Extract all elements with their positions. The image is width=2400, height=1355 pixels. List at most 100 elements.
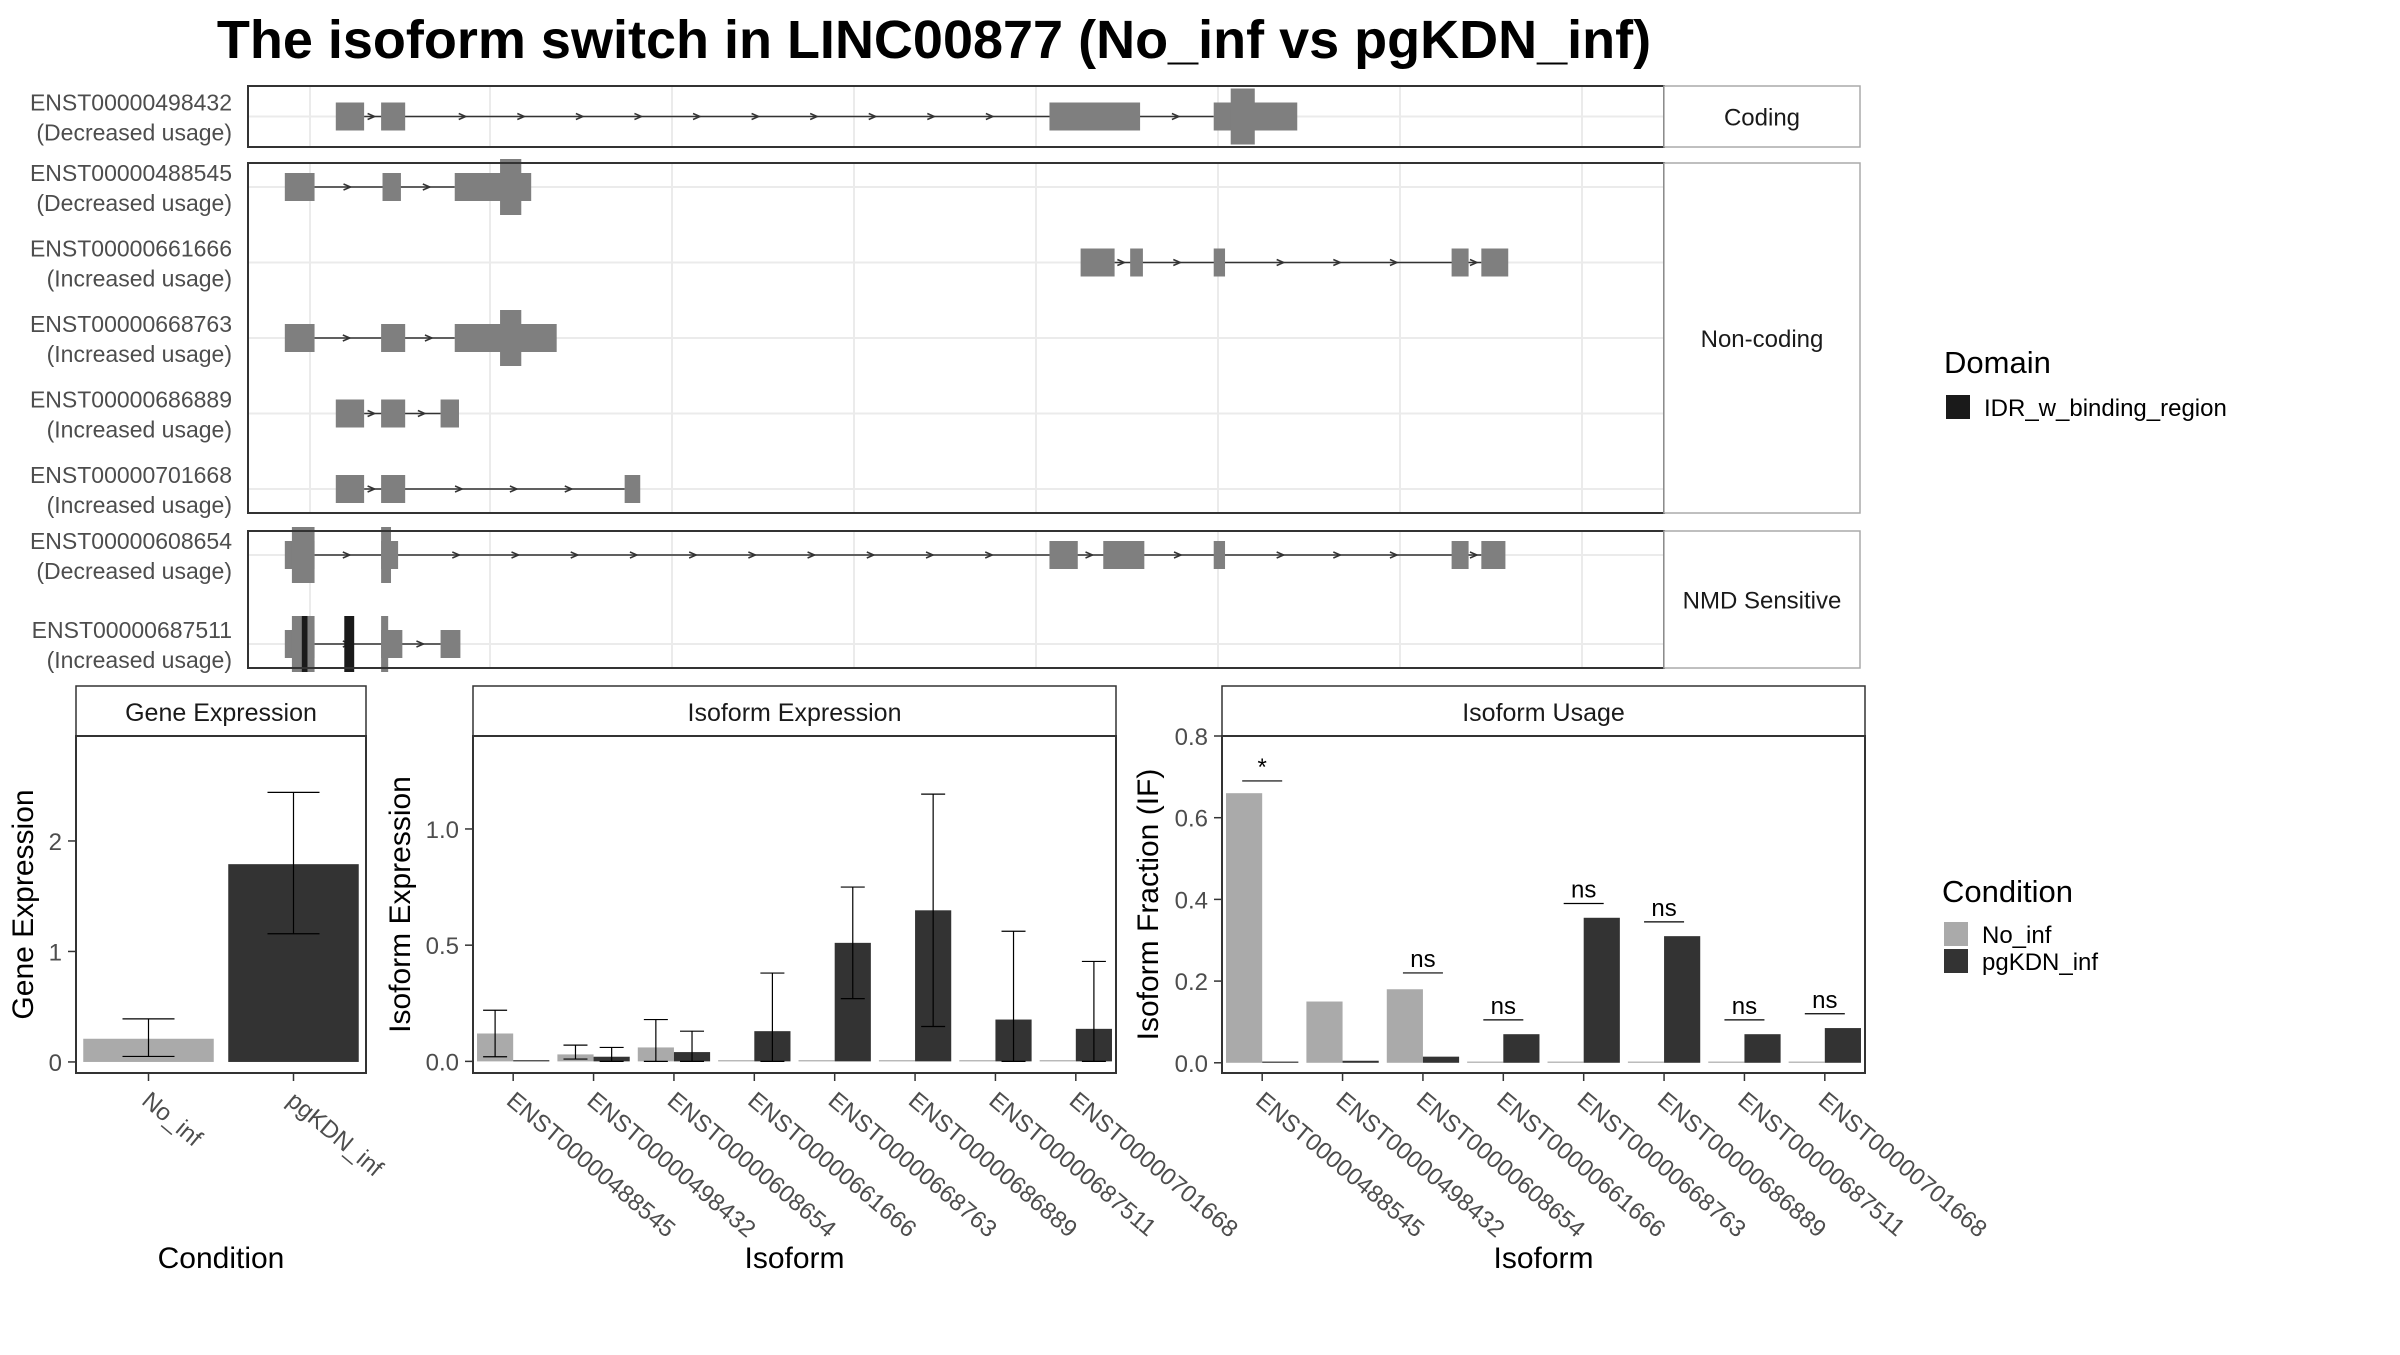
- bar: [1226, 793, 1263, 1063]
- exon-block: [1481, 541, 1506, 569]
- cds-block: [381, 527, 392, 583]
- group-strip: [1663, 162, 1861, 514]
- cds-block: [1230, 88, 1255, 145]
- bar: [1467, 1061, 1504, 1063]
- chart-title: Isoform Usage: [1462, 699, 1625, 727]
- intron-direction-arrow: [634, 112, 644, 121]
- significance-label: ns: [1651, 895, 1676, 922]
- intron-direction-arrow: [422, 183, 432, 191]
- y-tick-label: 2: [49, 829, 62, 856]
- cds-block: [500, 159, 522, 215]
- exon-block: [440, 399, 459, 428]
- tx-panel-bg-2: [248, 531, 1664, 668]
- exon-block: [1130, 248, 1143, 277]
- intron-direction-arrow: [342, 334, 352, 342]
- y-tick-label: 0.5: [426, 933, 459, 960]
- y-tick-label: 0.4: [1175, 887, 1208, 914]
- chart-panel-border: [75, 735, 367, 1074]
- chart-title: Gene Expression: [125, 699, 317, 727]
- y-axis-label: Isoform Fraction (IF): [1132, 769, 1165, 1041]
- bar: [1422, 1056, 1460, 1063]
- intron-direction-arrow: [1173, 258, 1183, 267]
- x-tick-label: pgKDN_inf: [282, 1087, 389, 1183]
- y-tick-label: 0.0: [1175, 1051, 1208, 1078]
- intron-direction-arrow: [458, 112, 468, 121]
- exon-block: [1451, 248, 1469, 277]
- significance-label: ns: [1491, 993, 1516, 1020]
- y-tick-label: 0.0: [426, 1049, 459, 1076]
- y-axis-label: Isoform Expression: [384, 776, 417, 1033]
- condition-legend-title: Condition: [1942, 874, 2073, 909]
- intron-direction-arrow: [692, 112, 702, 121]
- x-axis-label: Condition: [158, 1242, 285, 1275]
- bar: [1306, 1001, 1343, 1063]
- significance-label: ns: [1410, 946, 1435, 973]
- condition-legend-swatch: [1944, 949, 1968, 973]
- significance-label: *: [1258, 754, 1267, 781]
- group-strip-label: Coding: [1724, 105, 1800, 132]
- intron-direction-arrow: [629, 551, 639, 559]
- bar: [1824, 1028, 1861, 1063]
- intron-direction-arrow: [367, 485, 377, 493]
- intron-direction-arrow: [985, 112, 995, 121]
- bar: [1744, 1034, 1781, 1063]
- exon-block: [624, 475, 641, 503]
- transcript-usage-label: (Increased usage): [47, 341, 232, 367]
- legend-area: Domain IDR_w_binding_region Condition No_in…: [1942, 345, 2227, 976]
- transcript-id-label: ENST00000488545: [30, 160, 232, 186]
- intron-direction-arrow: [343, 183, 353, 191]
- y-tick-label: 0: [49, 1050, 62, 1077]
- significance-label: ns: [1571, 876, 1596, 903]
- intron-direction-arrow: [1276, 551, 1286, 559]
- exon-block: [1049, 102, 1141, 131]
- intron-direction-arrow: [1333, 258, 1343, 267]
- bar: [878, 1060, 916, 1062]
- y-axis-label: Gene Expression: [7, 789, 40, 1019]
- condition-legend-swatch: [1944, 922, 1968, 946]
- exon-block: [1080, 248, 1115, 277]
- exon-block: [1213, 541, 1226, 569]
- domain-block: [344, 616, 355, 672]
- x-tick-label: No_inf: [137, 1087, 208, 1152]
- intron-direction-arrow: [1171, 112, 1181, 121]
- domain-block: [301, 616, 308, 672]
- intron-direction-arrow: [1173, 551, 1183, 559]
- bar: [718, 1060, 755, 1062]
- intron-direction-arrow: [748, 551, 758, 559]
- intron-direction-arrow: [927, 112, 937, 121]
- chart-panel-border: [1221, 735, 1866, 1074]
- intron-direction-arrow: [809, 112, 820, 121]
- y-tick-label: 1: [49, 939, 62, 966]
- intron-direction-arrow: [1333, 551, 1343, 559]
- exon-block: [382, 173, 401, 201]
- figure-title: The isoform switch in LINC00877 (No_inf …: [217, 10, 1651, 70]
- intron-direction-arrow: [570, 551, 580, 559]
- intron-direction-arrow: [517, 112, 527, 121]
- transcript-id-label: ENST00000701668: [30, 462, 232, 488]
- chart-strip: [472, 685, 1117, 737]
- exon-block: [335, 475, 365, 503]
- exon-block: [1213, 102, 1298, 131]
- cds-block: [291, 527, 315, 583]
- intron-direction-arrow: [807, 551, 817, 559]
- condition-legend-label: pgKDN_inf: [1982, 949, 2098, 976]
- condition-legend-label: No_inf: [1982, 922, 2052, 949]
- intron-direction-arrow: [1469, 258, 1479, 267]
- group-strip: [1663, 85, 1861, 148]
- significance-label: ns: [1812, 987, 1837, 1014]
- intron-direction-arrow: [1117, 258, 1127, 267]
- significance-label: ns: [1732, 993, 1757, 1020]
- bar: [1708, 1061, 1745, 1063]
- intron-direction-arrow: [575, 112, 585, 121]
- exon-block: [1451, 541, 1469, 569]
- exon-block: [381, 475, 406, 503]
- bar-chart-panels: Gene Expression 0 1 2 Gene Expression Conditi…: [7, 685, 1992, 1275]
- bar: [1788, 1061, 1825, 1063]
- intron-direction-arrow: [866, 551, 876, 559]
- y-tick-label: 0.6: [1175, 806, 1208, 833]
- intron-direction-arrow: [1389, 258, 1399, 267]
- bar: [1386, 989, 1423, 1063]
- y-tick-label: 0.2: [1175, 969, 1208, 996]
- exon-block: [381, 324, 406, 352]
